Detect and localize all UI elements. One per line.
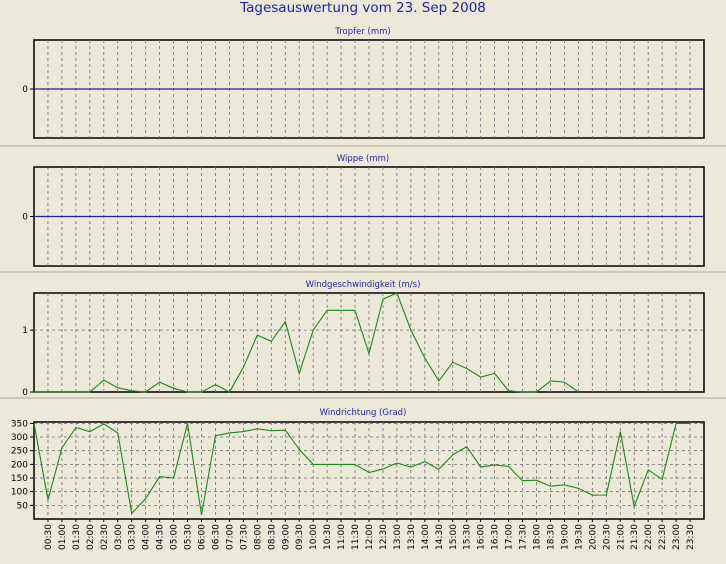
x-tick-label: 17:30 — [519, 524, 529, 550]
chart-panel-tropfer: Tropfer (mm) 0 — [0, 27, 726, 147]
x-tick-label: 03:30 — [128, 524, 138, 550]
x-tick-label: 05:30 — [184, 524, 194, 550]
chart-panel-wippe: Wippe (mm) 0 — [0, 154, 726, 273]
panel-title: Windgeschwindigkeit (m/s) — [306, 280, 421, 290]
x-tick-label: 11:30 — [351, 524, 361, 550]
x-tick-label: 04:30 — [156, 524, 166, 550]
y-tick-label: 100 — [11, 488, 28, 498]
x-tick-label: 22:00 — [644, 524, 654, 550]
x-tick-label: 16:30 — [491, 524, 501, 550]
x-tick-label: 06:30 — [211, 524, 221, 550]
x-tick-label: 19:00 — [560, 524, 570, 550]
x-tick-label: 01:30 — [72, 524, 82, 550]
x-tick-label: 23:00 — [672, 524, 682, 550]
x-tick-label: 20:00 — [588, 524, 598, 550]
x-tick-label: 03:00 — [114, 524, 124, 550]
x-tick-label: 15:00 — [449, 524, 459, 550]
x-tick-label: 13:30 — [407, 524, 417, 550]
x-tick-label: 10:00 — [309, 524, 319, 550]
x-tick-label: 18:00 — [533, 524, 543, 550]
x-tick-label: 14:30 — [435, 524, 445, 550]
y-tick-label: 300 — [11, 433, 28, 443]
page-title: Tagesauswertung vom 23. Sep 2008 — [240, 0, 486, 16]
panel-title: Windrichtung (Grad) — [320, 408, 407, 418]
x-tick-label: 02:30 — [100, 524, 110, 550]
panel-title: Wippe (mm) — [337, 154, 390, 164]
x-tick-label: 09:00 — [281, 524, 291, 550]
y-tick-label: 0 — [22, 388, 28, 398]
x-tick-label: 21:00 — [616, 524, 626, 550]
x-tick-label: 00:30 — [44, 524, 54, 550]
x-tick-label: 05:00 — [170, 524, 180, 550]
chart-panel-windrichtung: Windrichtung (Grad) 50 100 150 200 250 300 350 — [11, 408, 705, 520]
x-tick-label: 13:00 — [393, 524, 403, 550]
x-tick-label: 22:30 — [658, 524, 668, 550]
x-tick-label: 02:00 — [86, 524, 96, 550]
x-tick-label: 23:30 — [686, 524, 696, 550]
y-tick-label: 0 — [22, 213, 28, 223]
x-tick-label: 17:00 — [505, 524, 515, 550]
x-tick-label: 14:00 — [421, 524, 431, 550]
x-tick-label: 18:30 — [546, 524, 556, 550]
series-line — [34, 292, 579, 393]
series-line — [33, 422, 690, 515]
panel-title: Tropfer (mm) — [334, 27, 390, 37]
x-tick-label: 06:00 — [198, 524, 208, 550]
x-tick-label: 04:00 — [142, 524, 152, 550]
y-tick-label: 50 — [17, 501, 29, 511]
x-tick-label: 12:00 — [365, 524, 375, 550]
x-tick-label: 12:30 — [379, 524, 389, 550]
x-tick-label: 21:30 — [630, 524, 640, 550]
x-tick-label: 07:30 — [239, 524, 249, 550]
y-tick-label: 250 — [11, 447, 28, 457]
x-tick-label: 11:00 — [337, 524, 347, 550]
chart-panel-windgeschwindigkeit: Windgeschwindigkeit (m/s) 0 1 — [0, 280, 726, 399]
x-tick-label: 20:30 — [602, 524, 612, 550]
x-tick-label: 09:30 — [295, 524, 305, 550]
x-tick-label: 08:00 — [253, 524, 263, 550]
x-tick-label: 19:30 — [574, 524, 584, 550]
x-tick-label: 07:00 — [225, 524, 235, 550]
y-tick-label: 0 — [22, 85, 28, 95]
x-tick-label: 15:30 — [463, 524, 473, 550]
x-tick-label: 10:30 — [323, 524, 333, 550]
y-tick-label: 150 — [11, 474, 28, 484]
y-tick-label: 350 — [11, 419, 28, 429]
x-tick-label: 08:30 — [267, 524, 277, 550]
y-tick-label: 1 — [22, 326, 28, 336]
y-tick-label: 200 — [11, 460, 28, 470]
x-tick-label: 01:00 — [58, 524, 68, 550]
x-tick-label: 16:00 — [477, 524, 487, 550]
